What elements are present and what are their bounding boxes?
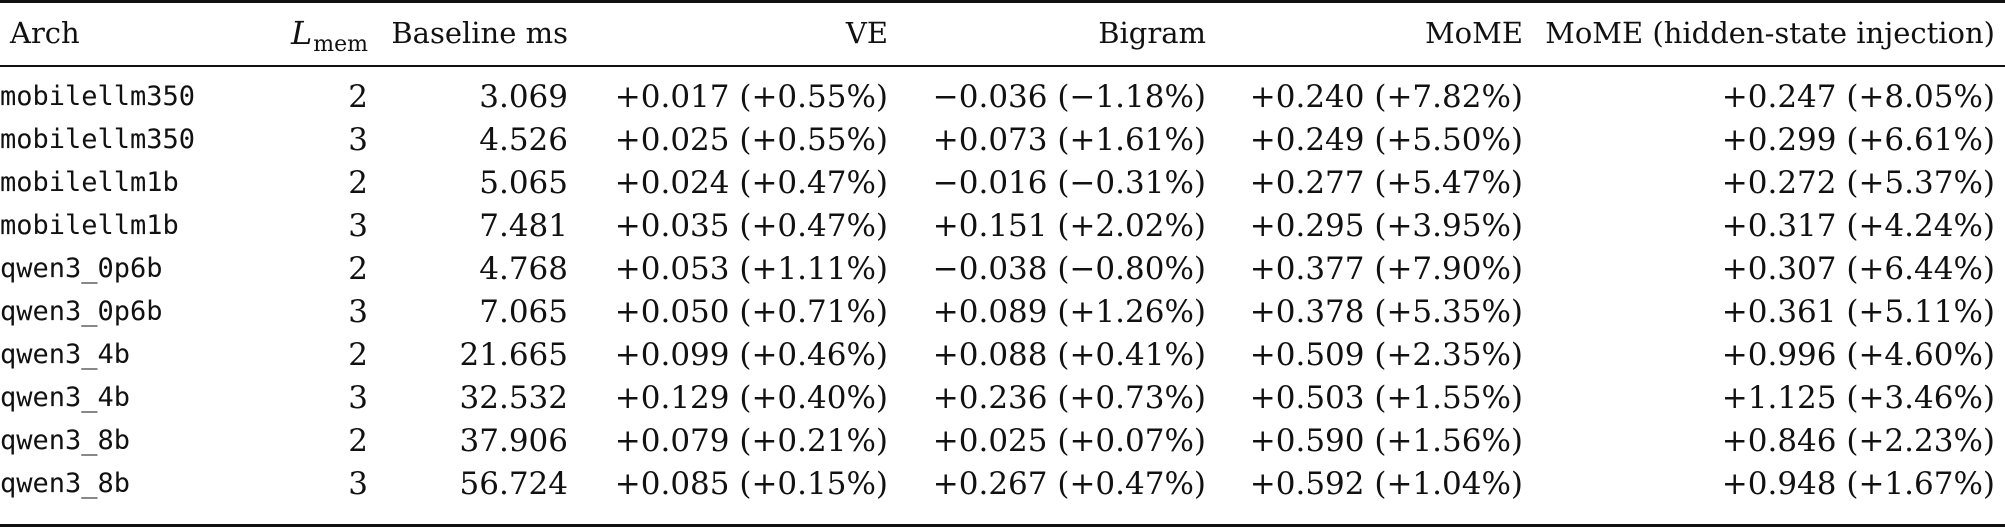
table-row: qwen3_4b 3 32.532 +0.129 (+0.40%) +0.236… <box>0 376 2005 419</box>
table-header-rule <box>0 65 2005 67</box>
cell-ve: +0.053 (+1.11%) <box>614 250 888 287</box>
cell-arch: qwen3_8b <box>0 425 131 456</box>
header-baseline: Baseline ms <box>391 16 568 50</box>
cell-baseline: 37.906 <box>459 422 568 459</box>
cell-mome-hsi: +0.361 (+5.11%) <box>1721 293 1995 330</box>
table-row: mobilellm1b 2 5.065 +0.024 (+0.47%) −0.0… <box>0 161 2005 204</box>
table-row: mobilellm1b 3 7.481 +0.035 (+0.47%) +0.1… <box>0 204 2005 247</box>
cell-lmem: 2 <box>348 336 368 373</box>
table-row: qwen3_8b 2 37.906 +0.079 (+0.21%) +0.025… <box>0 419 2005 462</box>
cell-ve: +0.024 (+0.47%) <box>614 164 888 201</box>
cell-baseline: 56.724 <box>459 465 568 502</box>
cell-bigram: −0.036 (−1.18%) <box>932 78 1206 115</box>
cell-lmem: 2 <box>348 78 368 115</box>
cell-bigram: −0.016 (−0.31%) <box>932 164 1206 201</box>
header-mome-hsi: MoME (hidden-state injection) <box>1545 16 1995 50</box>
cell-arch: qwen3_8b <box>0 468 131 499</box>
cell-mome: +0.240 (+7.82%) <box>1249 78 1523 115</box>
cell-bigram: +0.025 (+0.07%) <box>932 422 1206 459</box>
cell-lmem: 2 <box>348 164 368 201</box>
cell-lmem: 3 <box>348 207 368 244</box>
cell-mome-hsi: +0.272 (+5.37%) <box>1721 164 1995 201</box>
cell-ve: +0.050 (+0.71%) <box>614 293 888 330</box>
header-lmem-symbol: L <box>291 14 313 52</box>
cell-arch: mobilellm1b <box>0 167 179 198</box>
cell-lmem: 3 <box>348 121 368 158</box>
cell-baseline: 7.481 <box>479 207 568 244</box>
cell-baseline: 21.665 <box>459 336 568 373</box>
table-bottom-rule <box>0 524 2005 527</box>
table-row: qwen3_0p6b 3 7.065 +0.050 (+0.71%) +0.08… <box>0 290 2005 333</box>
cell-baseline: 32.532 <box>459 379 568 416</box>
cell-mome-hsi: +0.846 (+2.23%) <box>1721 422 1995 459</box>
cell-ve: +0.085 (+0.15%) <box>614 465 888 502</box>
cell-arch: mobilellm1b <box>0 210 179 241</box>
cell-mome-hsi: +1.125 (+3.46%) <box>1721 379 1995 416</box>
cell-bigram: +0.267 (+0.47%) <box>932 465 1206 502</box>
header-mome: MoME <box>1424 16 1523 50</box>
table-row: qwen3_0p6b 2 4.768 +0.053 (+1.11%) −0.03… <box>0 247 2005 290</box>
cell-mome-hsi: +0.317 (+4.24%) <box>1721 207 1995 244</box>
table-body: mobilellm350 2 3.069 +0.017 (+0.55%) −0.… <box>0 66 2005 505</box>
header-lmem: Lmem <box>250 0 368 66</box>
cell-mome-hsi: +0.996 (+4.60%) <box>1721 336 1995 373</box>
header-row: Arch Lmem Baseline ms VE Bigram MoME MoM… <box>0 0 2005 66</box>
cell-baseline: 5.065 <box>479 164 568 201</box>
cell-ve: +0.017 (+0.55%) <box>614 78 888 115</box>
table-header: Arch Lmem Baseline ms VE Bigram MoME MoM… <box>0 0 2005 66</box>
table-row: qwen3_4b 2 21.665 +0.099 (+0.46%) +0.088… <box>0 333 2005 376</box>
cell-mome: +0.377 (+7.90%) <box>1249 250 1523 287</box>
cell-ve: +0.099 (+0.46%) <box>614 336 888 373</box>
cell-mome-hsi: +0.307 (+6.44%) <box>1721 250 1995 287</box>
cell-mome: +0.249 (+5.50%) <box>1249 121 1523 158</box>
cell-lmem: 3 <box>348 293 368 330</box>
cell-ve: +0.035 (+0.47%) <box>614 207 888 244</box>
cell-mome-hsi: +0.247 (+8.05%) <box>1721 78 1995 115</box>
cell-bigram: +0.088 (+0.41%) <box>932 336 1206 373</box>
cell-mome: +0.592 (+1.04%) <box>1249 465 1523 502</box>
cell-ve: +0.129 (+0.40%) <box>614 379 888 416</box>
cell-mome: +0.503 (+1.55%) <box>1249 379 1523 416</box>
table-row: qwen3_8b 3 56.724 +0.085 (+0.15%) +0.267… <box>0 462 2005 505</box>
cell-arch: qwen3_4b <box>0 339 131 370</box>
header-ve: VE <box>845 16 888 50</box>
header-lmem-subscript: mem <box>313 32 368 57</box>
cell-lmem: 2 <box>348 422 368 459</box>
table-top-rule <box>0 0 2005 3</box>
cell-ve: +0.025 (+0.55%) <box>614 121 888 158</box>
header-bigram: Bigram <box>1098 16 1206 50</box>
cell-baseline: 7.065 <box>479 293 568 330</box>
header-arch: Arch <box>10 16 80 50</box>
table-row: mobilellm350 2 3.069 +0.017 (+0.55%) −0.… <box>0 66 2005 118</box>
cell-baseline: 3.069 <box>479 78 568 115</box>
cell-mome: +0.295 (+3.95%) <box>1249 207 1523 244</box>
cell-bigram: +0.073 (+1.61%) <box>932 121 1206 158</box>
cell-mome-hsi: +0.299 (+6.61%) <box>1721 121 1995 158</box>
cell-arch: mobilellm350 <box>0 81 196 112</box>
cell-bigram: −0.038 (−0.80%) <box>932 250 1206 287</box>
cell-bigram: +0.089 (+1.26%) <box>932 293 1206 330</box>
cell-bigram: +0.151 (+2.02%) <box>932 207 1206 244</box>
cell-mome: +0.509 (+2.35%) <box>1249 336 1523 373</box>
cell-arch: qwen3_0p6b <box>0 296 163 327</box>
cell-mome: +0.590 (+1.56%) <box>1249 422 1523 459</box>
table-row: mobilellm350 3 4.526 +0.025 (+0.55%) +0.… <box>0 118 2005 161</box>
cell-arch: mobilellm350 <box>0 124 196 155</box>
results-table: Arch Lmem Baseline ms VE Bigram MoME MoM… <box>0 0 2005 505</box>
cell-arch: qwen3_0p6b <box>0 253 163 284</box>
cell-lmem: 2 <box>348 250 368 287</box>
cell-mome: +0.378 (+5.35%) <box>1249 293 1523 330</box>
cell-lmem: 3 <box>348 379 368 416</box>
cell-baseline: 4.768 <box>479 250 568 287</box>
cell-mome-hsi: +0.948 (+1.67%) <box>1721 465 1995 502</box>
cell-lmem: 3 <box>348 465 368 502</box>
cell-baseline: 4.526 <box>479 121 568 158</box>
cell-bigram: +0.236 (+0.73%) <box>932 379 1206 416</box>
cell-mome: +0.277 (+5.47%) <box>1249 164 1523 201</box>
cell-ve: +0.079 (+0.21%) <box>614 422 888 459</box>
cell-arch: qwen3_4b <box>0 382 131 413</box>
